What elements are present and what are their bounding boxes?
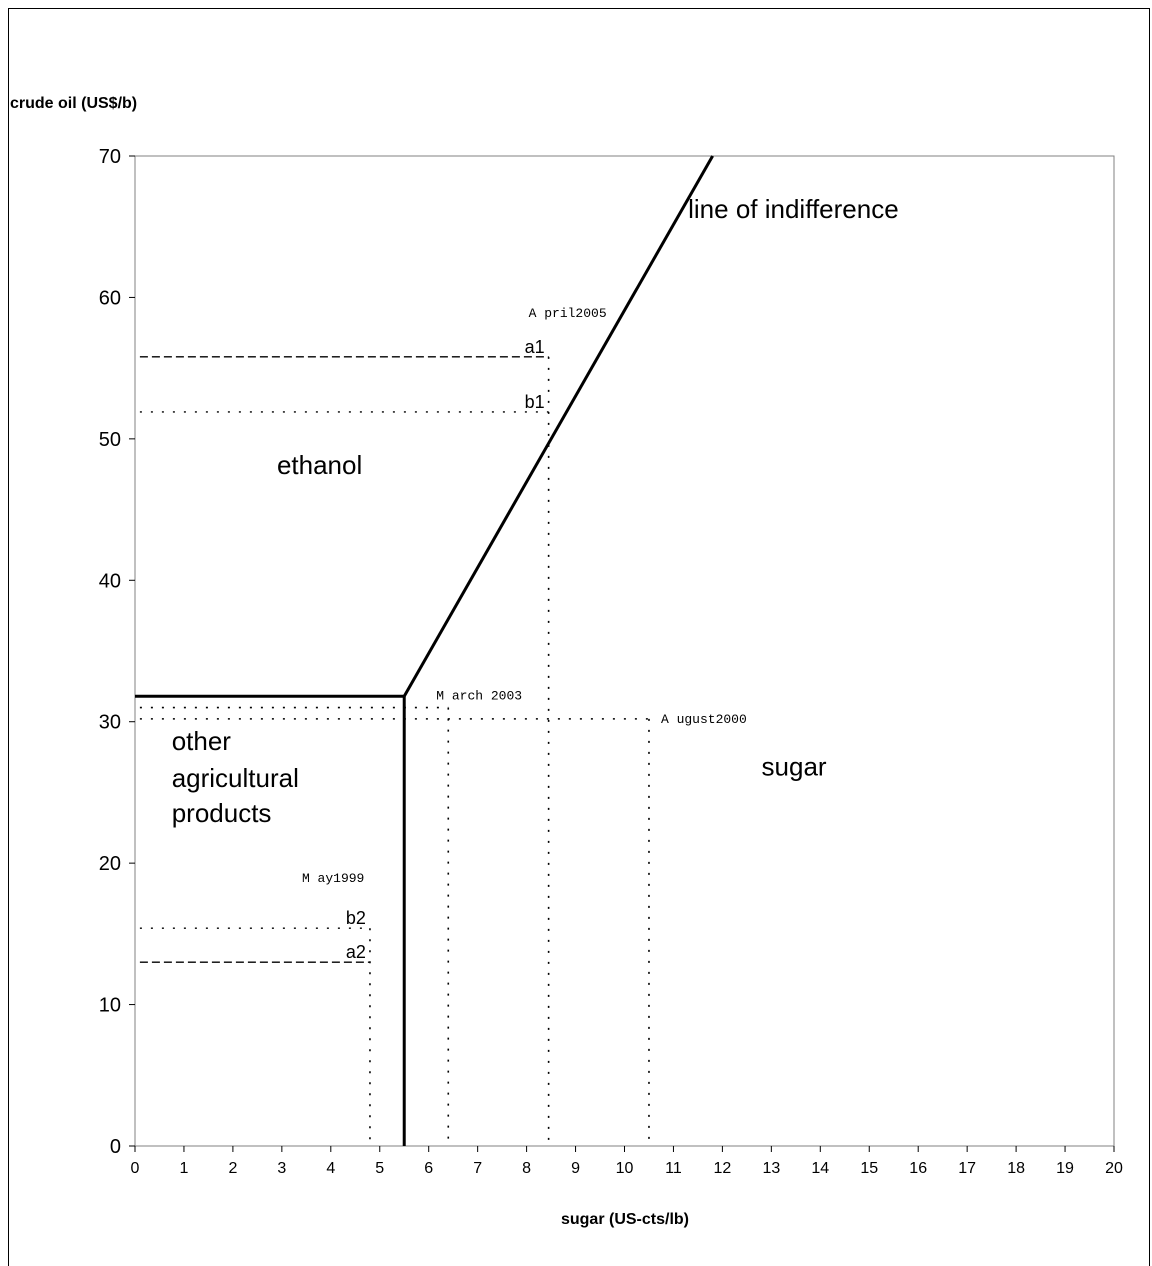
y-tick-label: 40 [99,570,121,592]
x-tick-label: 1 [179,1160,188,1177]
x-tick-label: 14 [811,1160,829,1177]
marker-date-label: A ugust2000 [661,712,747,727]
y-axis-label: crude oil (US$/b) [10,95,137,112]
marker-date-label: M arch 2003 [436,689,522,704]
x-tick-label: 19 [1056,1160,1074,1177]
x-tick-label: 15 [860,1160,878,1177]
y-tick-label: 0 [110,1136,121,1158]
region-label: line of indifference [688,194,899,224]
x-tick-label: 20 [1105,1160,1123,1177]
boundary-indifference [402,155,714,698]
x-tick-label: 12 [714,1160,732,1177]
chart-frame [8,8,1150,1266]
x-tick-label: 11 [665,1160,682,1177]
x-tick-label: 5 [375,1160,384,1177]
x-tick-label: 16 [909,1160,927,1177]
y-tick-label: 20 [99,853,121,875]
x-tick-label: 4 [326,1160,335,1177]
plot-area [134,155,1115,1147]
region-label: ethanol [277,450,362,480]
x-tick-label: 2 [228,1160,237,1177]
x-tick-label: 18 [1007,1160,1025,1177]
point-label-a2: a2 [346,942,366,962]
x-tick-label: 9 [571,1160,580,1177]
x-tick-label: 7 [473,1160,482,1177]
y-tick-label: 60 [99,287,121,309]
x-tick-label: 13 [762,1160,780,1177]
region-label: agricultural [172,763,299,793]
y-tick-label: 50 [99,429,121,451]
y-tick-label: 30 [99,712,121,734]
region-label: products [172,798,272,828]
x-tick-label: 10 [616,1160,634,1177]
region-label: other [172,726,232,756]
x-tick-label: 0 [131,1160,140,1177]
point-label-b1: b1 [525,392,545,412]
x-tick-label: 6 [424,1160,433,1177]
point-label-b2: b2 [346,908,366,928]
marker-date-label: M ay1999 [302,871,364,886]
x-axis-label: sugar (US-cts/lb) [561,1211,689,1228]
x-tick-label: 3 [277,1160,286,1177]
region-label: sugar [762,751,827,781]
marker-date-label: A pril2005 [529,306,607,321]
x-tick-label: 17 [958,1160,976,1177]
y-tick-label: 70 [99,146,121,168]
y-tick-label: 10 [99,995,121,1017]
x-tick-label: 8 [522,1160,531,1177]
point-label-a1: a1 [525,337,545,357]
